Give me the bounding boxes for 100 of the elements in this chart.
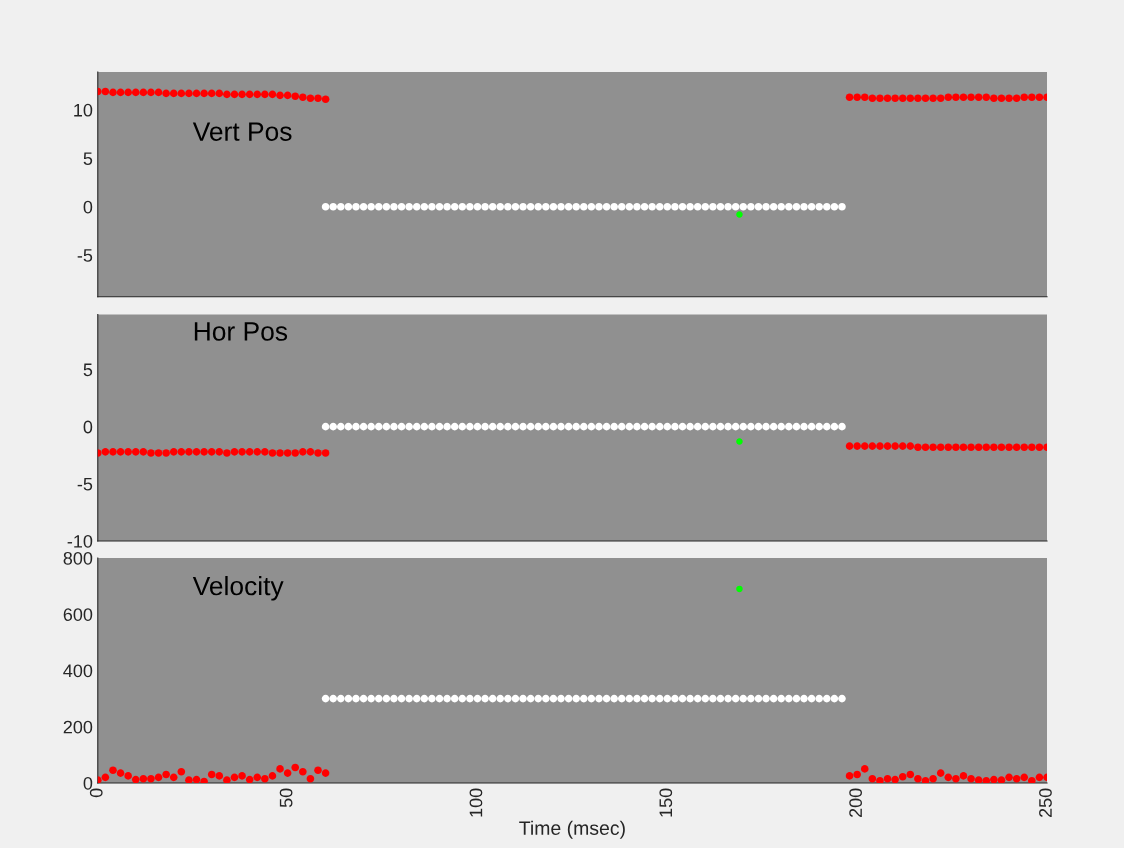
point	[959, 772, 968, 780]
point	[952, 774, 960, 783]
point	[868, 442, 877, 450]
point	[215, 448, 224, 456]
point	[177, 767, 186, 776]
point	[936, 94, 945, 103]
point	[845, 772, 854, 780]
point	[207, 770, 216, 779]
point	[276, 449, 284, 457]
point	[238, 448, 246, 456]
point	[883, 94, 892, 103]
point	[200, 777, 208, 783]
point	[990, 94, 998, 103]
point	[314, 766, 322, 775]
point	[1020, 773, 1029, 782]
x-tick-label: 50	[279, 788, 293, 808]
point	[914, 774, 922, 783]
point	[139, 88, 148, 97]
point	[223, 776, 231, 783]
point	[245, 90, 254, 99]
point	[1005, 773, 1013, 782]
point	[101, 87, 110, 96]
point	[982, 93, 991, 102]
point	[116, 769, 125, 777]
point	[1012, 774, 1021, 783]
point	[936, 443, 945, 452]
point	[177, 89, 186, 98]
point	[845, 442, 854, 450]
point	[1005, 443, 1013, 452]
point	[906, 770, 915, 779]
point	[192, 775, 201, 783]
point	[200, 89, 208, 98]
point	[990, 775, 998, 783]
point	[124, 448, 132, 456]
point	[147, 449, 155, 457]
point	[306, 448, 315, 456]
point	[177, 448, 186, 456]
point	[253, 448, 262, 456]
x-tick-label: 200	[849, 788, 863, 818]
point	[929, 774, 937, 783]
point	[736, 585, 743, 593]
point	[131, 775, 140, 783]
point	[131, 448, 140, 456]
point	[245, 448, 254, 456]
point	[215, 772, 224, 780]
point	[321, 769, 330, 777]
point	[291, 763, 300, 772]
point	[192, 89, 201, 98]
point	[997, 94, 1006, 103]
point	[230, 448, 239, 456]
point	[299, 448, 307, 456]
point	[124, 772, 132, 780]
point	[1012, 94, 1021, 103]
point	[906, 94, 915, 103]
x-tick-label: 150	[659, 788, 673, 817]
point	[321, 95, 330, 104]
point	[1020, 93, 1029, 102]
point	[997, 443, 1006, 452]
y-tick-label: 0	[83, 420, 93, 434]
point	[845, 93, 854, 102]
point	[898, 772, 907, 781]
point	[736, 211, 743, 218]
point	[283, 91, 292, 100]
point	[868, 774, 877, 783]
point	[139, 774, 148, 783]
point	[952, 443, 960, 452]
point	[314, 449, 322, 457]
point	[223, 90, 231, 99]
y-tick-label: 0	[83, 776, 93, 790]
point	[215, 89, 224, 98]
point	[967, 774, 975, 783]
y-tick-label: -5	[77, 477, 93, 491]
y-tick-label: 800	[63, 551, 93, 565]
point	[253, 90, 262, 99]
point	[268, 772, 277, 780]
point	[253, 773, 262, 782]
point	[853, 93, 861, 102]
chart-title: Hor Pos	[194, 322, 288, 341]
point	[131, 88, 140, 97]
point	[306, 774, 315, 783]
point	[944, 93, 953, 102]
x-tick-label: 250	[1039, 788, 1052, 818]
point	[982, 443, 991, 452]
point	[921, 776, 930, 783]
point	[736, 438, 743, 445]
point	[101, 448, 110, 456]
y-tick-label: 400	[63, 664, 93, 678]
point	[299, 93, 307, 102]
y-tick-label: 10	[74, 103, 93, 117]
point	[959, 93, 968, 102]
point	[154, 773, 163, 782]
point	[185, 448, 193, 456]
y-tick-label: -5	[77, 249, 93, 262]
point	[990, 443, 998, 452]
point	[883, 442, 892, 450]
point	[238, 90, 246, 99]
point	[109, 88, 117, 97]
point	[1028, 93, 1036, 102]
point	[230, 90, 239, 99]
point	[853, 770, 861, 779]
